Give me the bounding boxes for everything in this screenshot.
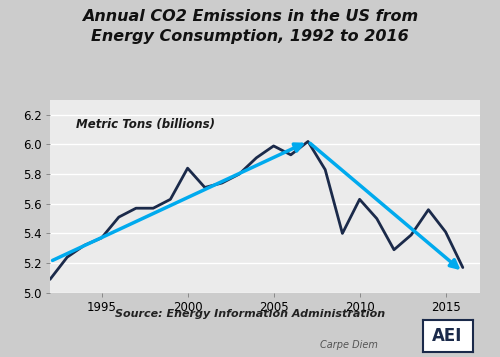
Text: Carpe Diem: Carpe Diem: [320, 340, 378, 350]
Text: Annual CO2 Emissions in the US from
Energy Consumption, 1992 to 2016: Annual CO2 Emissions in the US from Ener…: [82, 9, 418, 44]
Text: Source: Energy Information Administration: Source: Energy Information Administratio…: [115, 309, 385, 319]
Text: AEI: AEI: [432, 327, 462, 345]
Text: Metric Tons (billions): Metric Tons (billions): [76, 118, 215, 131]
